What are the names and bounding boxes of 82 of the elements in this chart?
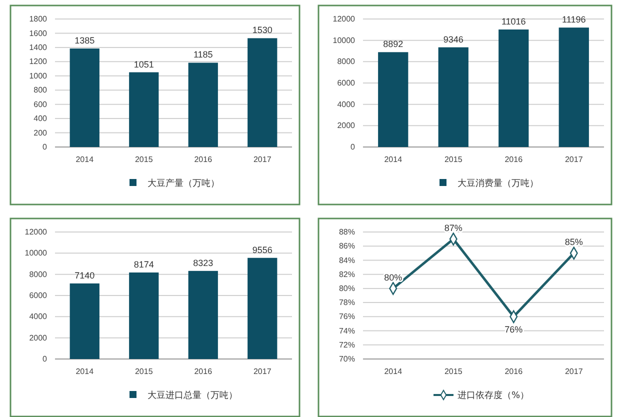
y-tick-label: 4000 <box>337 100 356 109</box>
data-label: 11016 <box>501 16 526 26</box>
y-tick-label: 74% <box>338 326 355 336</box>
y-tick-label: 80% <box>338 284 355 294</box>
y-tick-label: 1800 <box>29 14 48 24</box>
x-tick-label: 2014 <box>384 367 403 376</box>
data-label: 11196 <box>562 14 586 25</box>
bar <box>248 38 278 147</box>
bar <box>188 270 218 359</box>
x-tick-label: 2016 <box>504 367 524 376</box>
x-tick-label: 2017 <box>564 155 584 164</box>
y-tick-label: 82% <box>338 270 355 279</box>
y-tick-label: 1600 <box>29 28 48 38</box>
legend-label: 大豆产量（万吨） <box>148 178 220 190</box>
y-tick-label: 600 <box>34 100 48 109</box>
y-tick-label: 88% <box>338 228 355 237</box>
y-tick-label: 1400 <box>29 43 48 52</box>
y-tick-label: 400 <box>34 114 48 124</box>
y-tick-label: 0 <box>42 354 48 364</box>
data-label: 8892 <box>383 39 404 50</box>
data-label: 1385 <box>74 36 95 46</box>
x-tick-label: 2015 <box>444 155 463 164</box>
y-tick-label: 2000 <box>29 333 48 342</box>
x-tick-label: 2017 <box>253 367 272 376</box>
y-tick-label: 1200 <box>29 57 48 66</box>
y-tick-label: 84% <box>338 256 355 265</box>
y-tick-label: 78% <box>338 298 355 308</box>
y-tick-label: 6000 <box>29 291 48 300</box>
x-tick-label: 2016 <box>194 155 213 164</box>
data-label: 9556 <box>252 244 272 255</box>
x-tick-label: 2015 <box>134 367 154 376</box>
x-tick-label: 2017 <box>564 367 584 376</box>
y-tick-label: 12000 <box>24 228 48 237</box>
y-tick-label: 70% <box>338 354 355 364</box>
bar <box>129 272 159 359</box>
legend-label: 大豆进口总量（万吨） <box>148 390 238 402</box>
y-tick-label: 6000 <box>337 78 356 88</box>
y-tick-label: 8000 <box>337 57 356 66</box>
data-label: 8174 <box>134 259 154 270</box>
x-tick-label: 2014 <box>384 155 403 164</box>
y-tick-label: 72% <box>338 340 355 350</box>
data-label: 1530 <box>252 25 272 36</box>
data-label: 9346 <box>443 34 464 44</box>
x-tick-label: 2015 <box>444 367 463 376</box>
legend-label: 大豆消费量（万吨） <box>458 178 538 190</box>
y-tick-label: 0 <box>350 142 356 152</box>
data-label: 85% <box>564 237 583 248</box>
bar <box>438 47 468 147</box>
y-tick-label: 0 <box>42 142 48 152</box>
data-label: 8323 <box>193 258 214 268</box>
bar <box>70 283 100 359</box>
x-tick-label: 2014 <box>76 367 94 376</box>
y-tick-label: 8000 <box>29 270 48 279</box>
bar <box>558 28 589 147</box>
x-tick-label: 2016 <box>504 155 524 164</box>
x-tick-label: 2017 <box>253 155 272 164</box>
y-tick-label: 800 <box>34 86 48 95</box>
data-label: 7140 <box>74 270 95 280</box>
bar <box>498 29 529 147</box>
bar <box>188 62 218 147</box>
data-label: 1051 <box>134 59 154 70</box>
y-tick-label: 86% <box>338 242 355 251</box>
bar <box>70 48 100 147</box>
bar <box>248 258 278 359</box>
y-tick-label: 12000 <box>332 14 356 24</box>
data-label: 80% <box>384 272 402 282</box>
x-tick-label: 2014 <box>76 155 94 164</box>
y-tick-label: 76% <box>338 312 355 322</box>
data-label: 1185 <box>193 50 213 60</box>
y-tick-label: 1000 <box>29 71 48 80</box>
x-tick-label: 2016 <box>194 367 213 376</box>
y-tick-label: 2000 <box>337 121 356 130</box>
y-tick-label: 10000 <box>24 248 48 258</box>
x-tick-label: 2015 <box>134 155 154 164</box>
data-label: 87% <box>444 223 462 234</box>
bar <box>129 72 159 147</box>
bar <box>378 52 408 147</box>
y-tick-label: 4000 <box>29 312 48 322</box>
y-tick-label: 10000 <box>332 36 356 45</box>
data-label: 76% <box>504 324 523 335</box>
legend-label: 进口依存度（%） <box>458 390 530 402</box>
y-tick-label: 200 <box>34 128 48 138</box>
